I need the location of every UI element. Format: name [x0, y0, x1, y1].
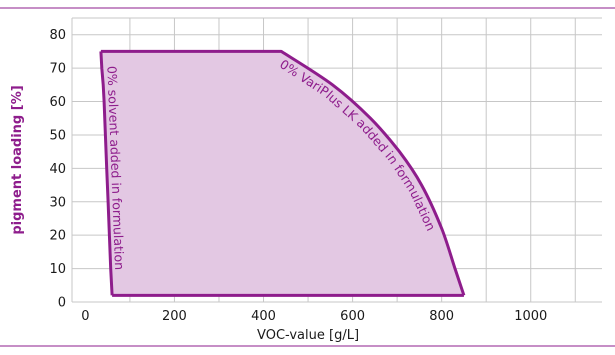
y-tick-label: 50: [49, 128, 66, 143]
x-tick-label: 0: [81, 309, 89, 324]
x-tick-label: 1000: [514, 309, 547, 324]
feasible-region: [100, 51, 464, 296]
y-tick-label: 80: [49, 28, 66, 43]
y-tick-label: 30: [49, 195, 66, 210]
y-tick-label: 10: [49, 262, 66, 277]
y-axis-title: pigment loading [%]: [10, 85, 25, 234]
x-tick-label: 800: [429, 309, 454, 324]
x-tick-label: 400: [251, 309, 276, 324]
x-tick-label: 200: [162, 309, 187, 324]
series-line-variplus: [100, 49, 466, 296]
y-tick-label: 0: [58, 296, 66, 311]
series-line-solvent: [99, 51, 114, 296]
y-tick-label: 70: [49, 62, 66, 77]
tick-labels: 0 200 400 600 800 1000 0 10 20 30 40 50 60 70 80: [49, 28, 547, 324]
feasible-region-fill: [100, 51, 464, 296]
x-axis-title: VOC-value [g/L]: [257, 328, 359, 343]
y-tick-label: 40: [49, 162, 66, 177]
y-tick-label: 20: [49, 229, 66, 244]
x-tick-label: 600: [340, 309, 365, 324]
axis-labels: VOC-value [g/L] pigment loading [%]: [10, 85, 359, 343]
y-tick-label: 60: [49, 95, 66, 110]
series: [99, 49, 466, 297]
